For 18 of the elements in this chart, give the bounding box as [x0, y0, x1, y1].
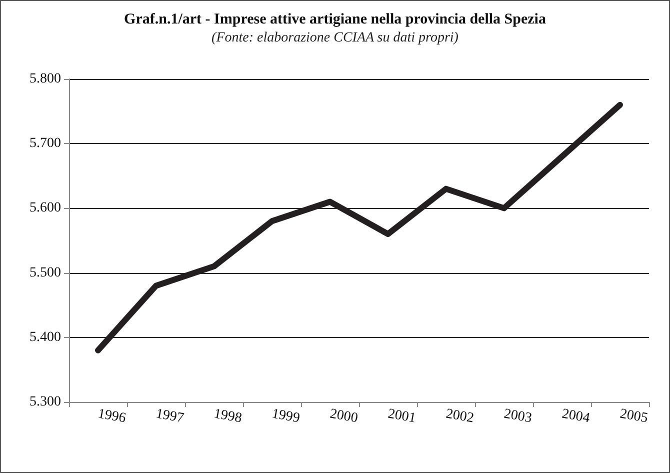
y-tick-label: 5.500 — [30, 265, 61, 280]
chart-subtitle: (Fonte: elaborazione CCIAA su dati propri) — [212, 30, 459, 46]
x-tick-label: 2003 — [502, 406, 533, 426]
x-tick-label: 1999 — [270, 406, 301, 426]
y-tick-label: 5.700 — [30, 136, 61, 152]
x-tick-label: 1996 — [96, 406, 127, 426]
x-tick-label: 1998 — [212, 406, 243, 426]
x-tick-label: 2005 — [618, 406, 649, 426]
x-tick-label: 2001 — [386, 406, 417, 426]
chart-title: Graf.n.1/art - Imprese attive artigiane nella provincia della Spezia — [124, 12, 546, 28]
y-tick-label: 5.400 — [30, 330, 61, 345]
y-tick-label: 5.800 — [30, 72, 61, 86]
y-tick-label: 5.300 — [30, 394, 61, 410]
x-tick-label: 2000 — [328, 406, 359, 426]
x-tick-label: 1997 — [154, 406, 185, 426]
y-tick-label: 5.600 — [30, 200, 61, 216]
x-tick-label: 2002 — [444, 406, 475, 426]
x-tick-label: 2004 — [560, 406, 591, 426]
